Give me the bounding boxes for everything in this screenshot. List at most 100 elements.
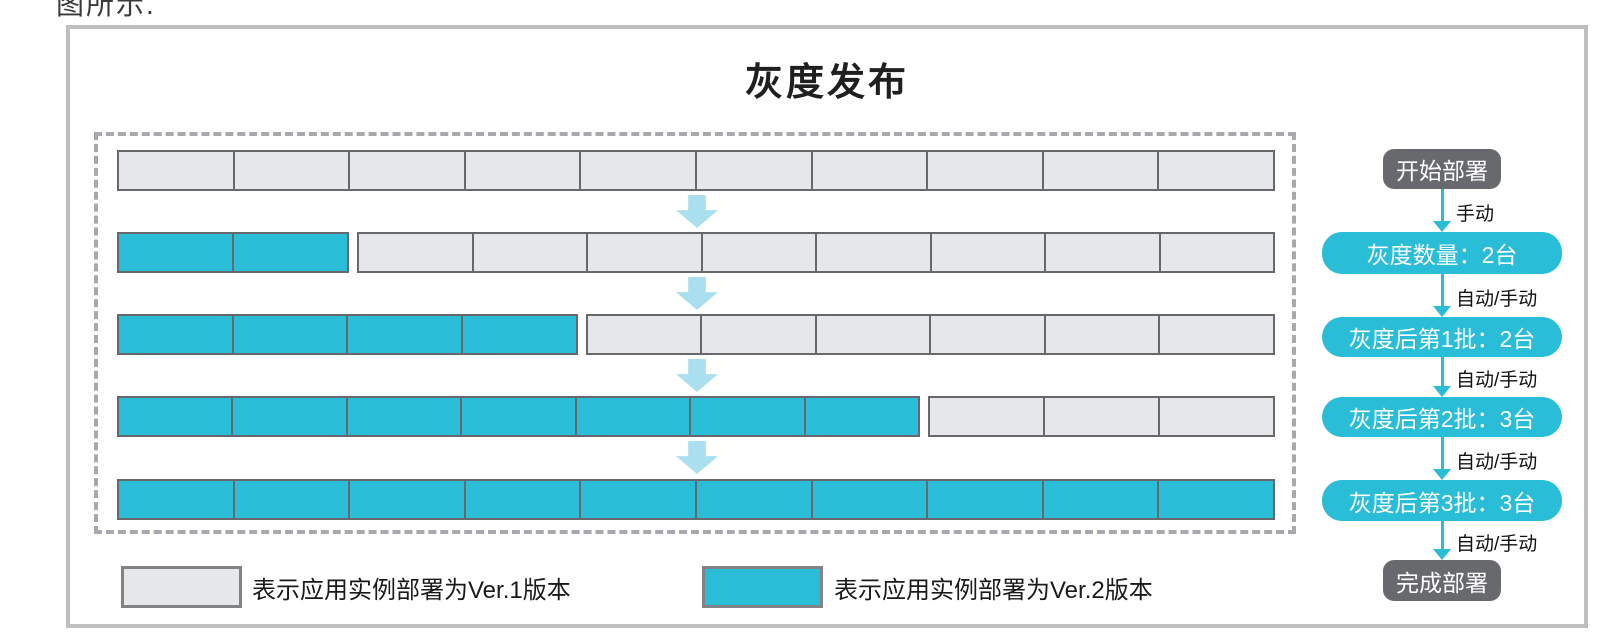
instance-group-v1 [117, 150, 1275, 191]
instance-cell-v1 [119, 152, 233, 189]
instance-group-v2 [117, 314, 578, 355]
instance-cell-v2 [348, 481, 464, 518]
flow-arrow-head [1433, 549, 1451, 560]
instance-cell-v1 [232, 152, 349, 189]
flow-arrow-icon [1432, 437, 1452, 480]
diagram-frame: 灰度发布 表示应用实例部署为Ver.1版本 表示应用实例部署为Ver.2版本 开… [66, 25, 1588, 628]
flow-edge-label: 自动/手动 [1456, 370, 1538, 391]
flow-node-end: 完成部署 [1383, 560, 1501, 601]
instance-cell-v1 [926, 152, 1042, 189]
flow-edge-label: 自动/手动 [1456, 451, 1538, 473]
instance-cell-v1 [929, 234, 1045, 271]
instance-cell-v2 [694, 481, 811, 518]
instance-cell-v1 [587, 316, 701, 353]
instance-cell-v1 [348, 152, 464, 189]
flow-arrow-line [1440, 437, 1444, 471]
page-fragment-text: 图所示. [56, 0, 156, 20]
instance-cell-v2 [1157, 481, 1273, 518]
flow-node-start: 开始部署 [1383, 149, 1501, 189]
legend-swatch-ver2 [702, 566, 823, 608]
instance-cell-v1 [810, 152, 927, 189]
instance-group-v2 [117, 396, 921, 437]
instance-cell-v1 [1043, 398, 1159, 435]
instance-cell-v2 [232, 234, 348, 271]
instance-cell-v2 [463, 481, 580, 518]
instance-cell-v1 [1043, 316, 1159, 353]
instance-cell-v2 [926, 481, 1042, 518]
flow-node-batch1: 灰度后第1批：2台 [1322, 317, 1562, 357]
next-stage-arrow-icon [676, 277, 718, 310]
instance-cell-v2 [803, 398, 919, 435]
instance-cell-v2 [346, 316, 462, 353]
flow-arrow-line [1440, 357, 1444, 388]
flow-arrow-icon [1432, 274, 1452, 317]
instance-cell-v1 [471, 234, 587, 271]
flow-arrow-head [1433, 469, 1451, 480]
flow-node-batch0: 灰度数量：2台 [1322, 232, 1562, 274]
instance-cell-v2 [460, 398, 575, 435]
flow-arrow-head [1433, 221, 1451, 232]
flow-arrow-icon [1432, 521, 1452, 560]
next-stage-arrow-icon [676, 195, 718, 228]
flow-arrow-icon [1432, 357, 1452, 397]
instance-row [117, 150, 1275, 191]
flow-arrow-line [1440, 274, 1444, 308]
flow-arrow-line [1440, 521, 1444, 551]
instance-cell-v1 [814, 316, 930, 353]
instance-group-v2 [117, 232, 350, 273]
instance-group-v1 [585, 314, 1275, 355]
flow-node-batch3: 灰度后第3批：3台 [1322, 480, 1562, 521]
instance-cell-v2 [119, 398, 232, 435]
instance-cell-v1 [463, 152, 580, 189]
flow-arrow-head [1433, 306, 1451, 317]
instance-cell-v1 [815, 234, 930, 271]
instance-row [117, 314, 1275, 355]
instance-row [117, 232, 1275, 273]
flow-arrow-line [1440, 189, 1444, 223]
flow-arrow-head [1433, 386, 1451, 397]
flow-edge-label: 自动/手动 [1456, 533, 1538, 555]
instance-cell-v1 [1158, 234, 1274, 271]
instance-cell-v2 [461, 316, 576, 353]
instance-cell-v2 [579, 481, 695, 518]
instance-cell-v1 [579, 152, 695, 189]
instance-cell-v1 [694, 152, 811, 189]
instance-cell-v1 [586, 234, 701, 271]
next-stage-arrow-icon [676, 441, 718, 474]
instance-cell-v2 [231, 398, 346, 435]
instance-group-v2 [117, 479, 1275, 520]
instance-cell-v1 [930, 398, 1044, 435]
instance-cell-v2 [231, 316, 347, 353]
instance-cell-v1 [1158, 316, 1273, 353]
instance-cell-v2 [119, 234, 233, 271]
instance-group-v1 [357, 232, 1275, 273]
instance-cell-v1 [929, 316, 1044, 353]
instance-cell-v1 [1044, 234, 1159, 271]
instance-cell-v2 [1041, 481, 1158, 518]
instance-cell-v1 [1157, 152, 1273, 189]
instance-cell-v2 [689, 398, 804, 435]
instance-cell-v2 [345, 398, 461, 435]
flow-edge-label: 手动 [1456, 203, 1495, 225]
instance-cell-v2 [574, 398, 690, 435]
instance-row [117, 479, 1275, 520]
legend-label-ver2: 表示应用实例部署为Ver.2版本 [834, 576, 1153, 604]
instance-group-v1 [928, 396, 1275, 437]
legend-label-ver1: 表示应用实例部署为Ver.1版本 [252, 576, 571, 604]
instance-grid [94, 132, 1296, 534]
diagram-title: 灰度发布 [744, 62, 909, 104]
instance-row [117, 396, 1275, 437]
deployment-flow: 开始部署 手动 灰度数量：2台 自动/手动 灰度后第1批：2台 自动/手动 灰度后第2批：3… [1304, 134, 1612, 626]
instance-cell-v1 [359, 234, 472, 271]
instance-cell-v1 [1158, 398, 1273, 435]
next-stage-arrow-icon [676, 359, 718, 392]
flow-edge-label: 自动/手动 [1456, 288, 1538, 310]
instance-cell-v1 [700, 316, 815, 353]
flow-node-batch2: 灰度后第2批：3台 [1322, 397, 1562, 437]
instance-cell-v2 [810, 481, 927, 518]
instance-cell-v1 [700, 234, 816, 271]
flow-arrow-icon [1432, 189, 1452, 232]
instance-cell-v2 [119, 481, 233, 518]
instance-cell-v2 [119, 316, 232, 353]
instance-cell-v1 [1041, 152, 1158, 189]
